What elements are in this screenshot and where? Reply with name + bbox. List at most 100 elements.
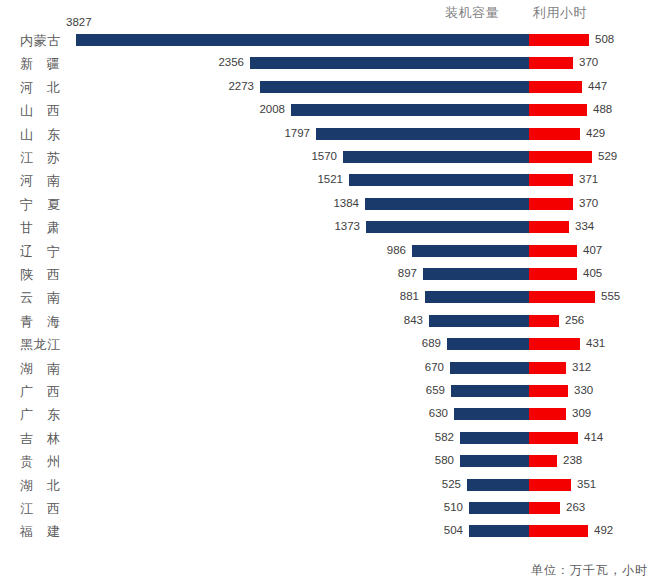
chart-row: 吉林582414 xyxy=(0,426,654,450)
capacity-bar xyxy=(460,455,529,467)
category-label: 青海 xyxy=(20,314,60,327)
hours-bar xyxy=(529,362,566,374)
hours-bar xyxy=(529,198,573,210)
category-label: 广东 xyxy=(20,408,60,421)
chart-row: 辽宁986407 xyxy=(0,239,654,263)
capacity-bar xyxy=(412,245,529,257)
capacity-bar xyxy=(460,432,529,444)
hours-value: 334 xyxy=(575,221,594,233)
hours-value: 238 xyxy=(563,455,582,467)
chart-row: 广东 630 309 xyxy=(0,402,654,426)
category-label: 内蒙古 xyxy=(20,34,60,47)
hours-bar xyxy=(529,479,571,491)
category-label: 吉林 xyxy=(20,431,60,444)
capacity-value: 1521 xyxy=(317,175,343,187)
category-label: 黑龙江 xyxy=(20,338,60,351)
capacity-value: 582 xyxy=(435,432,454,444)
chart-row: 新疆 2356 370 xyxy=(0,51,654,75)
capacity-bar xyxy=(76,34,529,46)
capacity-bar xyxy=(451,385,529,397)
capacity-bar xyxy=(349,174,529,186)
hours-value: 508 xyxy=(595,34,614,46)
category-label: 陕西 xyxy=(20,268,60,281)
capacity-bar xyxy=(423,268,529,280)
capacity-value: 630 xyxy=(429,409,448,421)
category-label: 河北 xyxy=(20,80,60,93)
capacity-bar xyxy=(450,362,529,374)
chart-row: 黑龙江689431 xyxy=(0,332,654,356)
hours-bar xyxy=(529,104,587,116)
capacity-bar xyxy=(316,128,529,140)
capacity-value: 510 xyxy=(444,502,463,514)
chart-row: 江苏 1570 529 xyxy=(0,145,654,169)
chart-row: 江西 510 263 xyxy=(0,496,654,520)
chart-row: 河南1521371 xyxy=(0,168,654,192)
chart-row: 湖南 670 312 xyxy=(0,356,654,380)
capacity-bar xyxy=(425,291,529,303)
chart-row: 甘肃1373334 xyxy=(0,215,654,239)
hours-value: 488 xyxy=(593,104,612,116)
hours-bar xyxy=(529,245,577,257)
capacity-bar xyxy=(469,502,529,514)
capacity-value: 580 xyxy=(435,455,454,467)
category-label: 湖南 xyxy=(20,361,60,374)
hours-bar xyxy=(529,525,588,537)
hours-bar xyxy=(529,502,560,514)
category-label: 山东 xyxy=(20,127,60,140)
category-label: 广西 xyxy=(20,385,60,398)
hours-value: 330 xyxy=(574,385,593,397)
hours-bar xyxy=(529,385,568,397)
capacity-value: 897 xyxy=(398,268,417,280)
chart-row: 陕西 897 405 xyxy=(0,262,654,286)
capacity-value: 525 xyxy=(442,479,461,491)
capacity-value: 3827 xyxy=(66,16,92,28)
capacity-value: 1570 xyxy=(311,151,337,163)
hours-bar xyxy=(529,34,589,46)
chart-row: 湖北 525 351 xyxy=(0,473,654,497)
capacity-bar xyxy=(260,81,529,93)
hours-value: 351 xyxy=(577,479,596,491)
category-label: 云南 xyxy=(20,291,60,304)
hours-value: 312 xyxy=(572,362,591,374)
capacity-bar xyxy=(429,315,529,327)
hours-bar xyxy=(529,315,559,327)
hours-value: 405 xyxy=(583,268,602,280)
capacity-value: 1384 xyxy=(333,198,359,210)
hours-value: 492 xyxy=(594,526,613,538)
hours-value: 263 xyxy=(566,502,585,514)
category-label: 甘肃 xyxy=(20,221,60,234)
chart-row: 福建504492 xyxy=(0,519,654,543)
hours-value: 370 xyxy=(579,198,598,210)
category-label: 江苏 xyxy=(20,151,60,164)
capacity-bar xyxy=(454,408,529,420)
hours-value: 370 xyxy=(579,58,598,70)
category-label: 贵州 xyxy=(20,455,60,468)
chart-row: 山西2008488 xyxy=(0,98,654,122)
category-label: 湖北 xyxy=(20,478,60,491)
chart-row: 河北2273447 xyxy=(0,75,654,99)
chart-row: 青海843256 xyxy=(0,309,654,333)
capacity-value: 670 xyxy=(425,362,444,374)
category-label: 河南 xyxy=(20,174,60,187)
capacity-bar xyxy=(343,151,529,163)
hours-bar xyxy=(529,128,580,140)
chart-row: 广西659330 xyxy=(0,379,654,403)
capacity-bar xyxy=(447,338,529,350)
hours-value: 309 xyxy=(572,409,591,421)
hours-bar xyxy=(529,432,578,444)
capacity-value: 2356 xyxy=(218,58,244,70)
capacity-value: 843 xyxy=(404,315,423,327)
hours-value: 529 xyxy=(598,151,617,163)
capacity-bar xyxy=(467,479,529,491)
capacity-bar xyxy=(469,525,529,537)
chart-row: 内蒙古3827508 xyxy=(0,28,654,52)
category-label: 辽宁 xyxy=(20,244,60,257)
hours-bar xyxy=(529,81,582,93)
chart-row: 山东1797429 xyxy=(0,122,654,146)
category-label: 福建 xyxy=(20,525,60,538)
category-label: 新疆 xyxy=(20,57,60,70)
capacity-bar xyxy=(366,221,529,233)
unit-note: 单位：万千瓦，小时 xyxy=(531,562,648,579)
chart-plot-area: 内蒙古3827508新疆2356370河北2273447山西2008488山东1… xyxy=(0,0,654,560)
category-label: 江西 xyxy=(20,502,60,515)
